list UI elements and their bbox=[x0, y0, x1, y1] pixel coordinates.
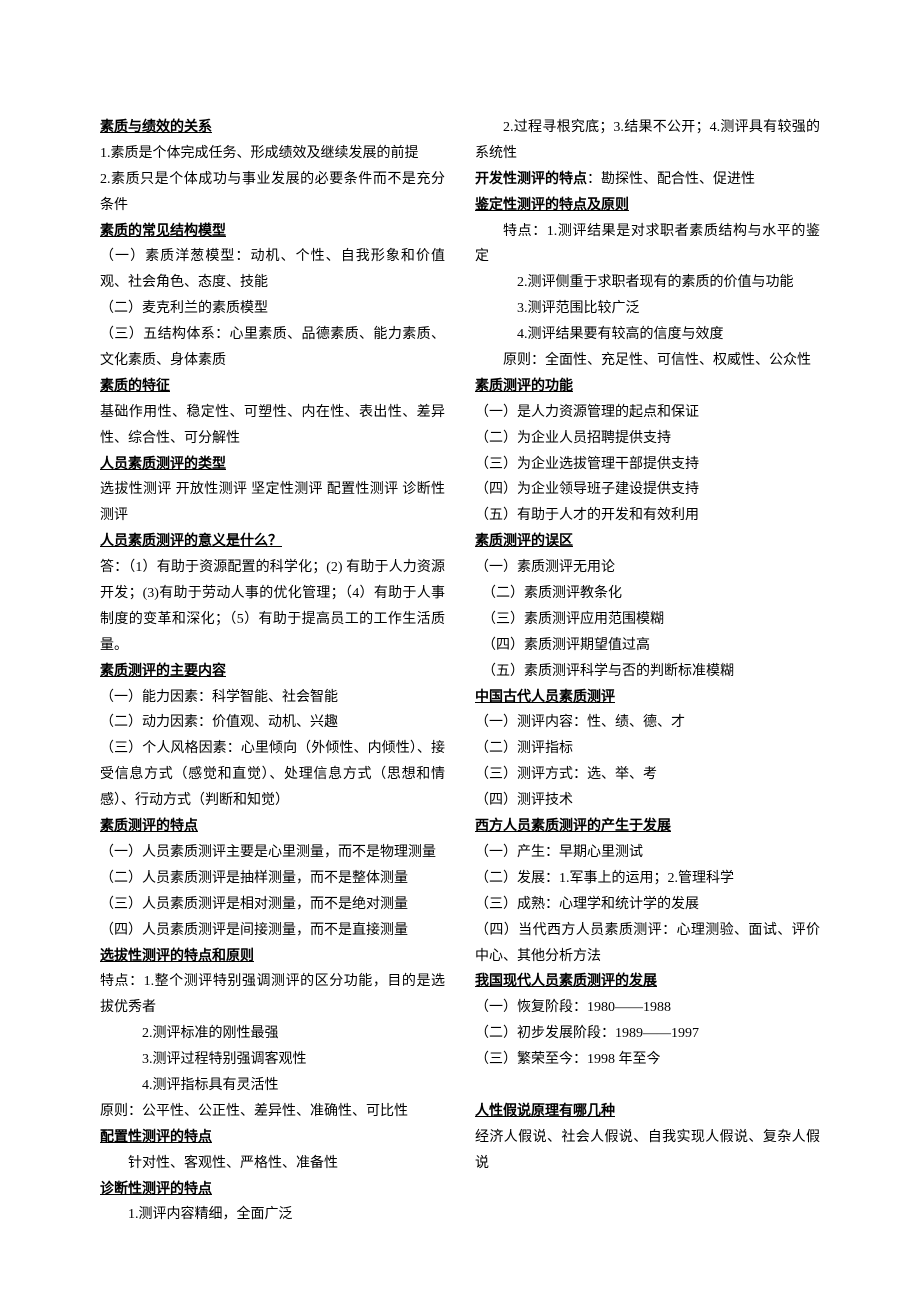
text-line: （三）为企业选拔管理干部提供支持 bbox=[475, 452, 820, 478]
text-line: （二）初步发展阶段：1989——1997 bbox=[475, 1021, 820, 1047]
text-line: 素质测评的主要内容 bbox=[100, 659, 445, 685]
text-line: 配置性测评的特点 bbox=[100, 1125, 445, 1151]
text-line: （一）恢复阶段：1980——1988 bbox=[475, 995, 820, 1021]
section-heading: 西方人员素质测评的产生于发展 bbox=[475, 819, 671, 834]
text-line: （一）人员素质测评主要是心里测量，而不是物理测量 bbox=[100, 840, 445, 866]
text-line: 我国现代人员素质测评的发展 bbox=[475, 969, 820, 995]
text-line: （一）产生：早期心里测试 bbox=[475, 840, 820, 866]
section-heading: 人性假说原理有哪几种 bbox=[475, 1104, 615, 1119]
section-heading: 素质的常见结构模型 bbox=[100, 224, 226, 239]
text-line: （二）人员素质测评是抽样测量，而不是整体测量 bbox=[100, 866, 445, 892]
section-heading: 选拔性测评的特点和原则 bbox=[100, 949, 254, 964]
text-line: 人性假说原理有哪几种 bbox=[475, 1099, 820, 1125]
text-line: 2.过程寻根究底；3.结果不公开；4.测评具有较强的系统性 bbox=[475, 115, 820, 167]
text-line: 1.测评内容精细，全面广泛 bbox=[100, 1202, 445, 1228]
text-line: 中国古代人员素质测评 bbox=[475, 685, 820, 711]
text-line: 西方人员素质测评的产生于发展 bbox=[475, 814, 820, 840]
text-line: （一）素质测评无用论 bbox=[475, 555, 820, 581]
text-line: （三）个人风格因素：心里倾向（外倾性、内倾性）、接受信息方式（感觉和直觉）、处理… bbox=[100, 736, 445, 814]
text-line: （一）是人力资源管理的起点和保证 bbox=[475, 400, 820, 426]
text-line: 选拔性测评的特点和原则 bbox=[100, 944, 445, 970]
text-line: （三）人员素质测评是相对测量，而不是绝对测量 bbox=[100, 892, 445, 918]
text-line: 针对性、客观性、严格性、准备性 bbox=[100, 1151, 445, 1177]
text-line: 2.测评侧重于求职者现有的素质的价值与功能 bbox=[475, 270, 820, 296]
text-line: 素质测评的功能 bbox=[475, 374, 820, 400]
text-line: 素质测评的误区 bbox=[475, 529, 820, 555]
text-line: 人员素质测评的意义是什么？ bbox=[100, 529, 445, 555]
section-heading: 开发性测评的特点 bbox=[475, 172, 587, 187]
text-line: 3.测评过程特别强调客观性 bbox=[100, 1047, 445, 1073]
text-line: （一）测评内容：性、绩、德、才 bbox=[475, 710, 820, 736]
section-heading: 素质测评的主要内容 bbox=[100, 664, 226, 679]
section-heading: 素质测评的功能 bbox=[475, 379, 573, 394]
text-line bbox=[475, 1073, 820, 1099]
text-line: （四）为企业领导班子建设提供支持 bbox=[475, 477, 820, 503]
text-line: （四）人员素质测评是间接测量，而不是直接测量 bbox=[100, 918, 445, 944]
text-line: （一）能力因素：科学智能、社会智能 bbox=[100, 685, 445, 711]
text-line: 原则：公平性、公正性、差异性、准确性、可比性 bbox=[100, 1099, 445, 1125]
text-line: 3.测评范围比较广泛 bbox=[475, 296, 820, 322]
text-line: （二）为企业人员招聘提供支持 bbox=[475, 426, 820, 452]
text-line: （二）麦克利兰的素质模型 bbox=[100, 296, 445, 322]
text-line: 特点：1.整个测评特别强调测评的区分功能，目的是选拔优秀者 bbox=[100, 969, 445, 1021]
text-line: （三）素质测评应用范围模糊 bbox=[475, 607, 820, 633]
text-line: 诊断性测评的特点 bbox=[100, 1177, 445, 1203]
section-heading: 素质测评的误区 bbox=[475, 534, 573, 549]
text-line: 经济人假说、社会人假说、自我实现人假说、复杂人假说 bbox=[475, 1125, 820, 1177]
section-heading: 素质的特征 bbox=[100, 379, 170, 394]
section-heading: 素质与绩效的关系 bbox=[100, 120, 212, 135]
text-line: 基础作用性、稳定性、可塑性、内在性、表出性、差异性、综合性、可分解性 bbox=[100, 400, 445, 452]
text-line: 素质的特征 bbox=[100, 374, 445, 400]
text-line: 素质与绩效的关系 bbox=[100, 115, 445, 141]
text-line: 选拔性测评 开放性测评 坚定性测评 配置性测评 诊断性测评 bbox=[100, 477, 445, 529]
body-text: ：勘探性、配合性、促进性 bbox=[587, 172, 755, 187]
text-line: （四）素质测评期望值过高 bbox=[475, 633, 820, 659]
text-line: （一）素质洋葱模型：动机、个性、自我形象和价值观、社会角色、态度、技能 bbox=[100, 244, 445, 296]
text-line: 2.素质只是个体成功与事业发展的必要条件而不是充分条件 bbox=[100, 167, 445, 219]
document-page: 素质与绩效的关系 1.素质是个体完成任务、形成绩效及继续发展的前提2.素质只是个体… bbox=[0, 0, 920, 1302]
text-line: 素质的常见结构模型 bbox=[100, 219, 445, 245]
text-line: （三）五结构体系：心里素质、品德素质、能力素质、文化素质、身体素质 bbox=[100, 322, 445, 374]
section-heading: 鉴定性测评的特点及原则 bbox=[475, 198, 629, 213]
text-line: （四）测评技术 bbox=[475, 788, 820, 814]
section-heading: 诊断性测评的特点 bbox=[100, 1182, 212, 1197]
text-line: （二）发展：1.军事上的运用；2.管理科学 bbox=[475, 866, 820, 892]
text-line: （二）动力因素：价值观、动机、兴趣 bbox=[100, 710, 445, 736]
text-line: （三）繁荣至今：1998 年至今 bbox=[475, 1047, 820, 1073]
section-heading: 我国现代人员素质测评的发展 bbox=[475, 974, 657, 989]
text-line: （三）成熟：心理学和统计学的发展 bbox=[475, 892, 820, 918]
section-heading: 素质测评的特点 bbox=[100, 819, 198, 834]
section-heading: 人员素质测评的意义是什么？ bbox=[100, 534, 282, 549]
section-heading: 中国古代人员素质测评 bbox=[475, 690, 615, 705]
text-line: （五）素质测评科学与否的判断标准模糊 bbox=[475, 659, 820, 685]
text-line: 鉴定性测评的特点及原则 bbox=[475, 193, 820, 219]
text-line: 1.素质是个体完成任务、形成绩效及继续发展的前提 bbox=[100, 141, 445, 167]
text-line: （二）素质测评教条化 bbox=[475, 581, 820, 607]
text-line: （三）测评方式：选、举、考 bbox=[475, 762, 820, 788]
text-line: 素质测评的特点 bbox=[100, 814, 445, 840]
text-line: 答：（1）有助于资源配置的科学化；(2) 有助于人力资源开发；(3)有助于劳动人… bbox=[100, 555, 445, 659]
section-heading: 人员素质测评的类型 bbox=[100, 457, 226, 472]
text-line: 开发性测评的特点：勘探性、配合性、促进性 bbox=[475, 167, 820, 193]
section-heading: 配置性测评的特点 bbox=[100, 1130, 212, 1145]
text-line: 4.测评指标具有灵活性 bbox=[100, 1073, 445, 1099]
text-line: 特点：1.测评结果是对求职者素质结构与水平的鉴定 bbox=[475, 219, 820, 271]
text-line: 原则：全面性、充足性、可信性、权威性、公众性 bbox=[475, 348, 820, 374]
text-line: （四）当代西方人员素质测评：心理测验、面试、评价中心、其他分析方法 bbox=[475, 918, 820, 970]
text-line: 2.测评标准的刚性最强 bbox=[100, 1021, 445, 1047]
text-line: 人员素质测评的类型 bbox=[100, 452, 445, 478]
text-line: （五）有助于人才的开发和有效利用 bbox=[475, 503, 820, 529]
text-line: 4.测评结果要有较高的信度与效度 bbox=[475, 322, 820, 348]
text-line: （二）测评指标 bbox=[475, 736, 820, 762]
